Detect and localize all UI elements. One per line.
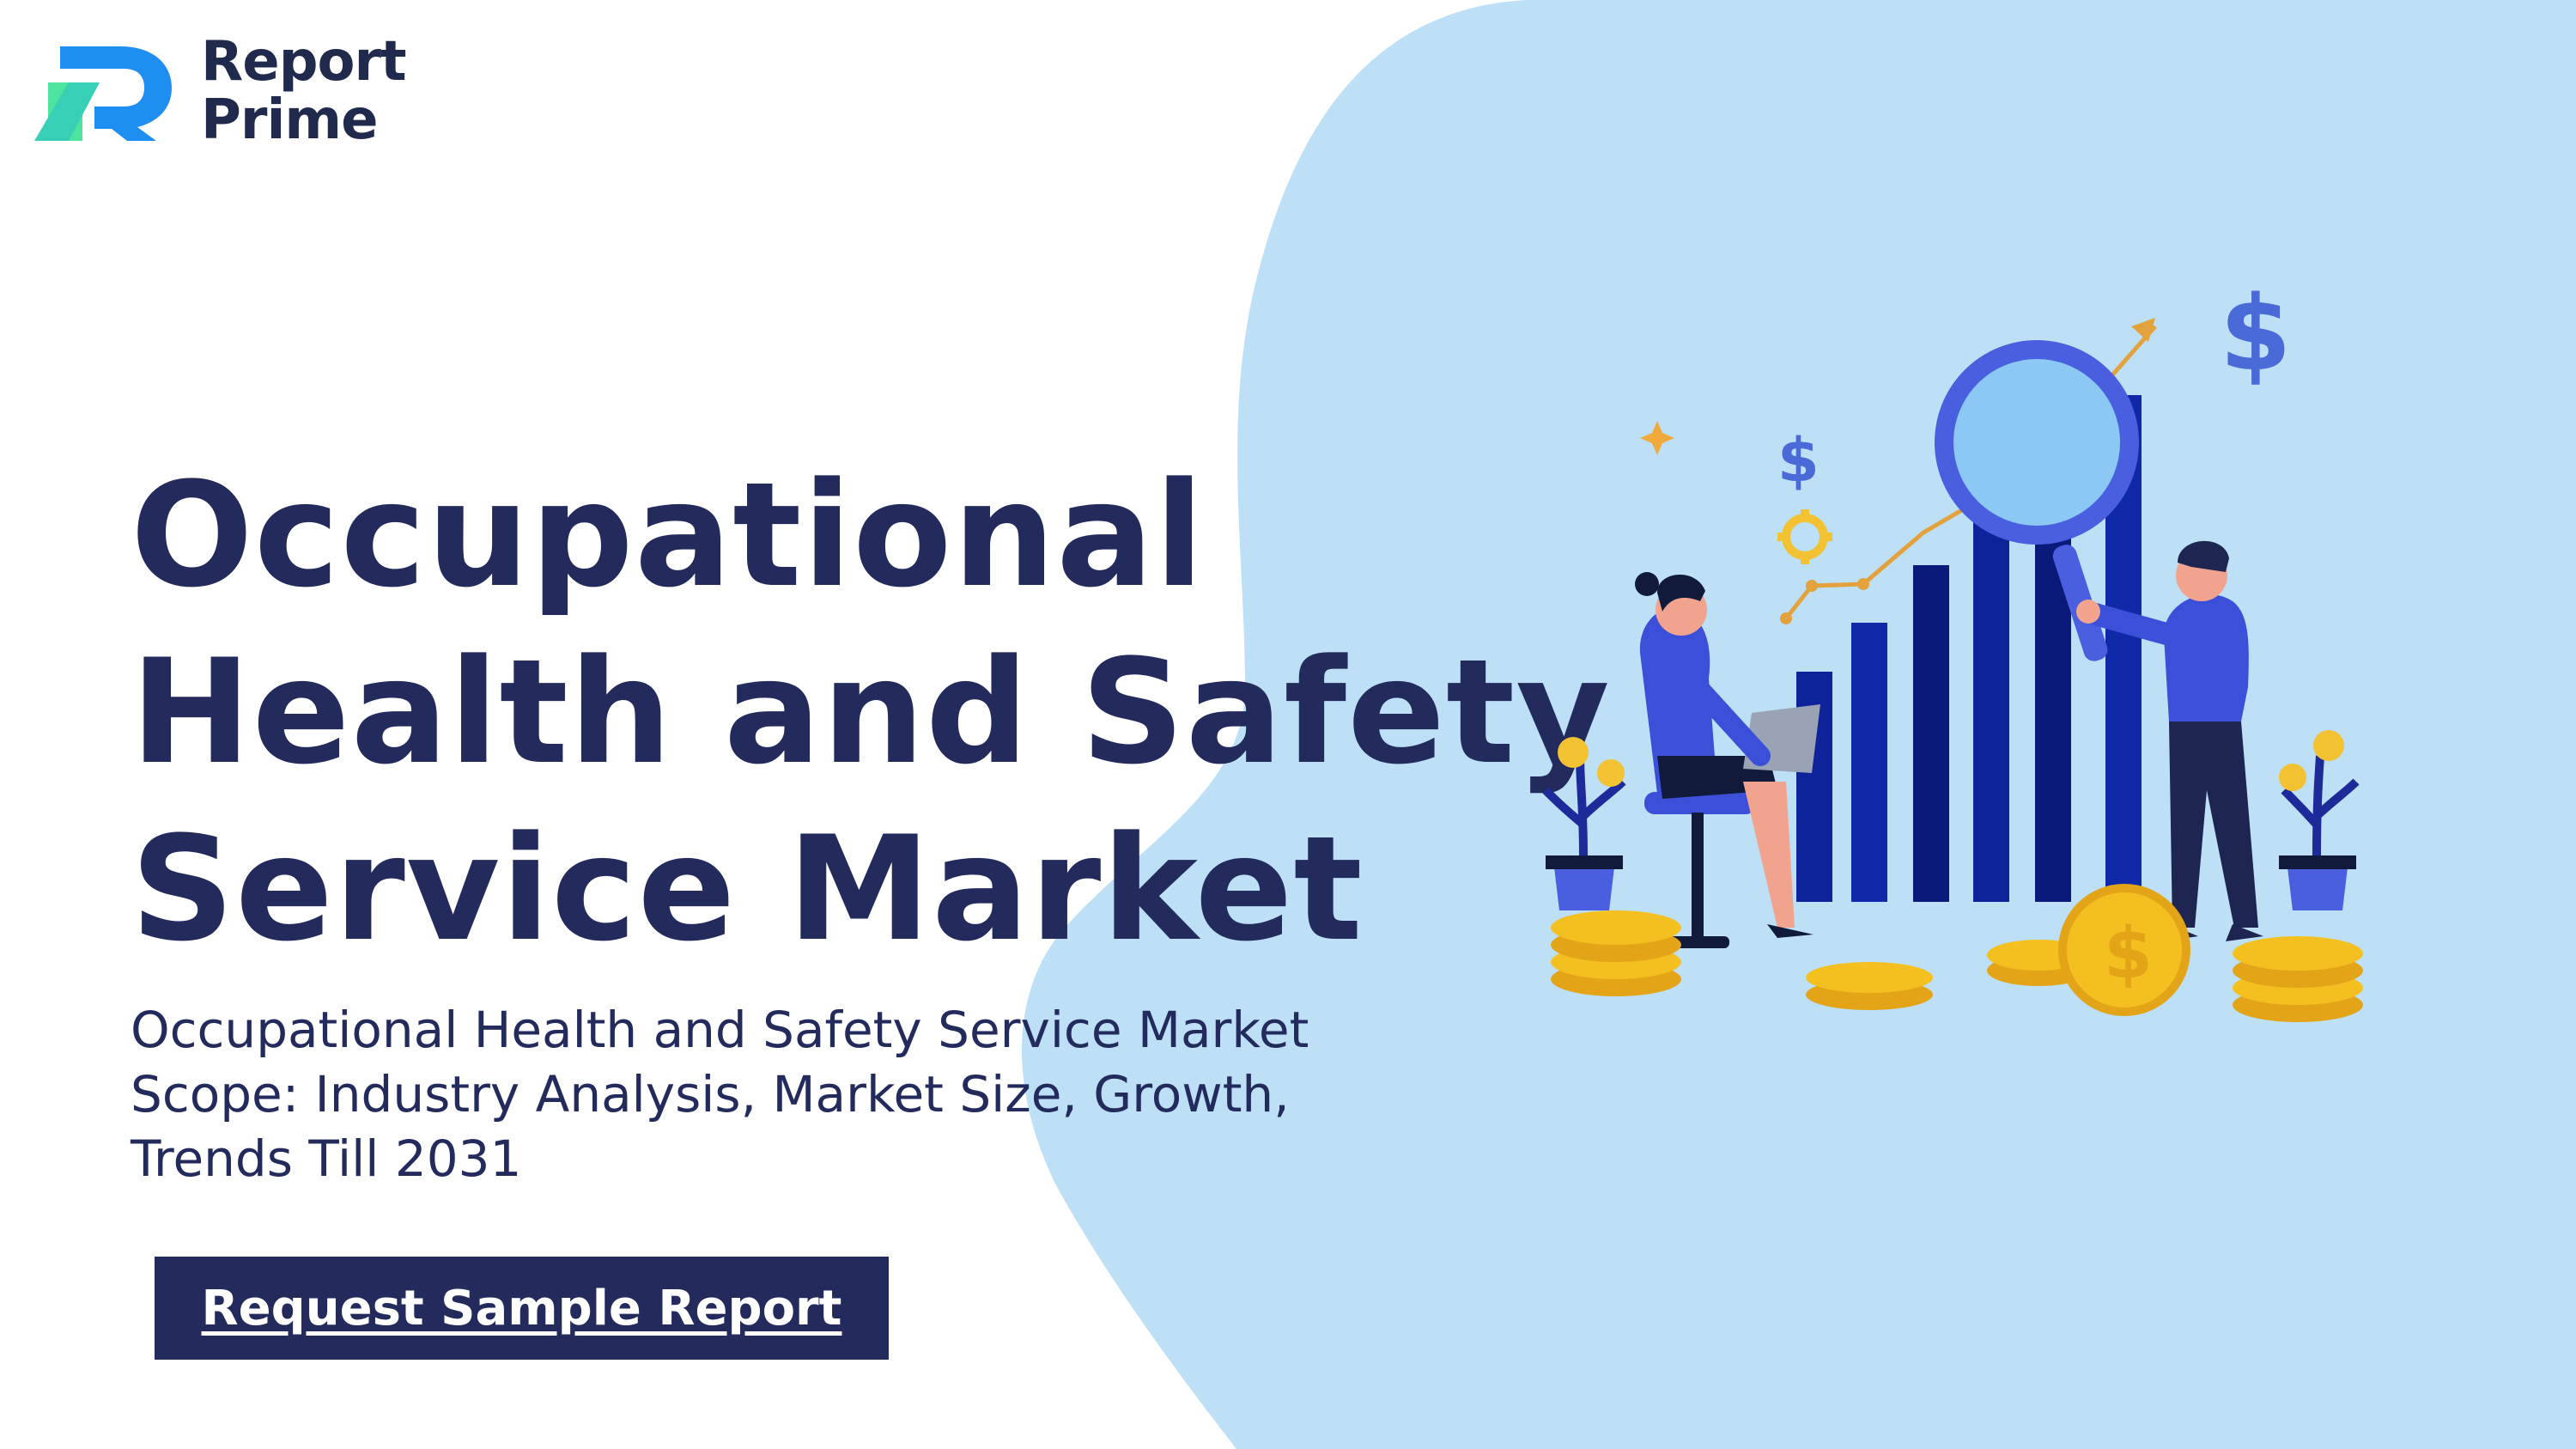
logo-mark-icon	[34, 46, 172, 141]
plant-icon-right	[2279, 730, 2360, 910]
subtitle-line-1: Occupational Health and Safety Service M…	[131, 1001, 1309, 1059]
title-line-2: Health and Safety	[131, 628, 1611, 796]
logo-line-2: Prime	[201, 88, 378, 152]
title-line-1: Occupational	[131, 451, 1206, 619]
logo-wordmark: Report Prime	[201, 30, 407, 152]
coin-stack-icon	[1551, 910, 2363, 1022]
subtitle-line-2: Scope: Industry Analysis, Market Size, G…	[131, 1065, 1290, 1123]
hero-illustration: $ $	[1542, 275, 2363, 1022]
title-line-3: Service Market	[131, 805, 1364, 973]
dollar-icon: $	[1777, 425, 1820, 496]
page-title: Occupational Health and Safety Service M…	[131, 447, 1611, 977]
logo-line-1: Report	[201, 30, 407, 94]
coin-icon: $	[2058, 884, 2190, 1016]
brand-logo[interactable]: Report Prime	[34, 29, 429, 149]
man-figure	[2076, 540, 2263, 941]
sparkle-icon	[1640, 421, 1674, 455]
page-subtitle: Occupational Health and Safety Service M…	[131, 998, 1470, 1191]
subtitle-line-3: Trends Till 2031	[131, 1129, 522, 1188]
gear-icon	[1777, 509, 1832, 564]
dollar-icon-large: $	[2220, 275, 2292, 394]
plant-icon	[1542, 737, 1626, 910]
woman-figure	[1635, 572, 1820, 948]
magnifier-icon	[1935, 340, 2139, 661]
svg-text:$: $	[2104, 913, 2153, 995]
request-sample-report-button[interactable]: Request Sample Report	[155, 1257, 889, 1360]
